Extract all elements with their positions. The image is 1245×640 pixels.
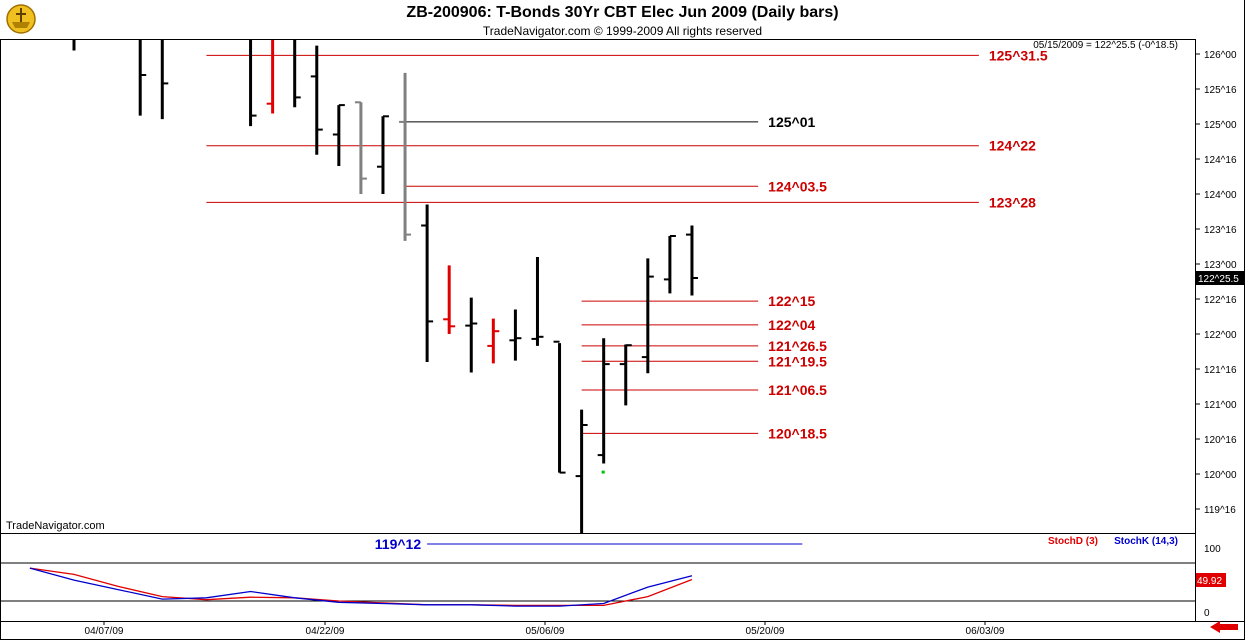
y-tick-label: 122^16 — [1204, 295, 1237, 306]
level-label: 125^31.5 — [989, 47, 1048, 63]
y-tick-label: 126^00 — [1204, 50, 1237, 61]
price-bar — [332, 104, 345, 166]
price-bar — [160, 40, 169, 120]
y-tick-label: 119^16 — [1204, 505, 1236, 516]
scroll-right-arrow-icon[interactable] — [1210, 621, 1238, 633]
y-tick-label: 121^16 — [1204, 365, 1237, 376]
x-tick-label: 04/22/09 — [306, 626, 345, 637]
price-bar — [249, 40, 257, 127]
y-tick-label: 120^16 — [1204, 435, 1237, 446]
y-tick-label: 123^16 — [1204, 225, 1237, 236]
price-bar — [310, 45, 323, 155]
price-bar — [487, 318, 500, 364]
x-axis-strip — [0, 621, 1245, 640]
chart-subtitle: TradeNavigator.com © 1999-2009 All right… — [482, 24, 763, 38]
y-tick-label: 125^16 — [1204, 85, 1237, 96]
price-bar — [619, 344, 632, 406]
level-label: 121^06.5 — [768, 382, 827, 398]
x-tick-label: 05/06/09 — [526, 626, 565, 637]
price-bar — [553, 340, 566, 474]
y-tick-label: 124^16 — [1204, 155, 1237, 166]
stoch-current-value: 49.92 — [1197, 576, 1222, 587]
x-tick-label: 05/20/09 — [746, 626, 785, 637]
tradenavigator-logo-icon[interactable] — [4, 2, 38, 36]
price-bar — [531, 257, 544, 346]
stoch-series-line — [29, 567, 693, 607]
price-bar — [266, 40, 275, 114]
y-tick-label: 125^00 — [1204, 120, 1237, 131]
level-label: 122^04 — [768, 317, 815, 333]
stoch-legend-label: StochD (3) — [1048, 536, 1098, 547]
level-label: 121^19.5 — [768, 353, 827, 369]
price-bar — [509, 309, 522, 361]
level-label: 124^03.5 — [768, 178, 827, 194]
x-tick-label: 06/03/09 — [966, 626, 1005, 637]
price-bar — [597, 338, 610, 464]
price-bar — [399, 72, 412, 241]
y-tick-label: 120^00 — [1204, 470, 1237, 481]
level-label: 123^28 — [989, 194, 1036, 210]
price-bar — [641, 258, 654, 374]
price-bar — [443, 265, 456, 334]
stoch-ytick-label: 0 — [1204, 608, 1210, 619]
price-bar — [376, 115, 389, 194]
level-label: 122^15 — [768, 293, 815, 309]
price-bar — [575, 409, 588, 533]
y-tick-label: 121^00 — [1204, 400, 1237, 411]
price-bar — [293, 40, 301, 108]
price-bar — [138, 40, 147, 116]
price-bar — [354, 101, 367, 194]
price-bar — [685, 225, 698, 296]
stoch-panel-frame — [0, 533, 1196, 622]
last-quote: 05/15/2009 = 122^25.5 (-0^18.5) — [1033, 40, 1178, 51]
price-bar — [663, 235, 676, 294]
stoch-legend-label: StochK (14,3) — [1114, 536, 1178, 547]
y-tick-label: 124^00 — [1204, 190, 1237, 201]
price-bar — [465, 297, 478, 373]
y-tick-label: 123^00 — [1204, 260, 1237, 271]
stoch-current-box — [1196, 573, 1226, 587]
current-price-label: 122^25.5 — [1198, 274, 1239, 285]
stoch-series-line — [29, 567, 693, 607]
watermark: TradeNavigator.com — [6, 520, 105, 532]
x-tick-label: 04/07/09 — [85, 626, 124, 637]
stoch-ytick-label: 100 — [1204, 544, 1221, 555]
current-price-box — [1196, 271, 1244, 285]
signal-marker — [601, 470, 605, 474]
y-tick-label: 122^00 — [1204, 330, 1237, 341]
level-label: 120^18.5 — [768, 425, 827, 441]
level-label: 124^22 — [989, 138, 1036, 154]
level-label: 121^26.5 — [768, 338, 827, 354]
price-panel-frame — [0, 39, 1196, 534]
price-bar — [421, 204, 434, 362]
level-label: 125^01 — [768, 114, 815, 130]
level-label: 119^12 — [375, 536, 422, 552]
chart-title: ZB-200906: T-Bonds 30Yr CBT Elec Jun 200… — [406, 4, 839, 21]
